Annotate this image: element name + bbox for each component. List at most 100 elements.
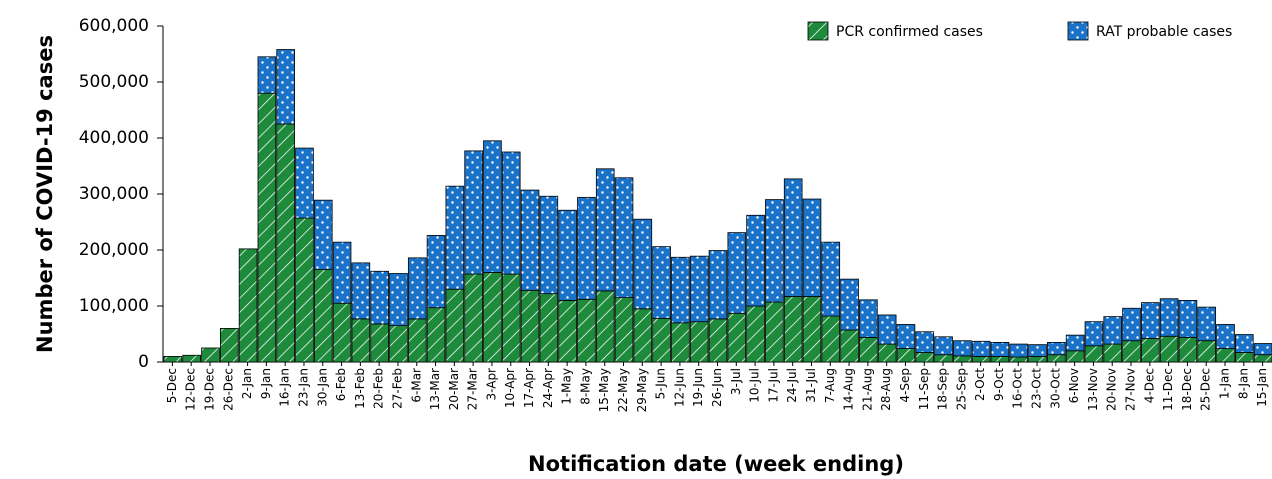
x-tick-label: 11-Dec xyxy=(1161,368,1175,411)
bar-segment xyxy=(539,293,559,363)
x-tick-label: 3-Jul xyxy=(729,368,743,395)
bar-segment xyxy=(257,92,277,363)
x-tick-label: 13-Feb xyxy=(353,368,367,409)
bar-segment xyxy=(1009,343,1029,358)
x-tick-label: 11-Sep xyxy=(917,368,931,410)
bar-segment xyxy=(464,273,483,363)
bar-segment xyxy=(370,270,389,325)
x-tick-label: 13-Nov xyxy=(1086,368,1100,411)
bar-segment xyxy=(1009,356,1029,363)
bar-segment xyxy=(614,177,634,298)
bar-segment xyxy=(520,289,540,363)
bar-segment xyxy=(840,278,859,331)
bar-segment xyxy=(671,322,690,363)
x-tick-label: 6-Feb xyxy=(334,368,348,401)
x-tick-label: 9-Oct xyxy=(992,368,1006,401)
legend-label: RAT probable cases xyxy=(1096,24,1232,40)
bar-segment xyxy=(595,290,615,363)
bar-segment xyxy=(332,302,352,363)
x-axis-title: Notification date (week ending) xyxy=(528,452,904,476)
bar-segment xyxy=(689,321,709,363)
bar-segment xyxy=(276,49,295,125)
x-tick-label: 1-Jan xyxy=(1218,368,1232,399)
bar-segment xyxy=(351,262,371,320)
x-tick-label: 9-Jan xyxy=(259,368,273,399)
bar-segment xyxy=(971,340,991,357)
x-tick-label: 22-May xyxy=(616,368,630,412)
x-tick-label: 16-Jan xyxy=(278,368,292,407)
bar-segment xyxy=(614,297,634,363)
bar-segment xyxy=(389,325,408,363)
bar-segment xyxy=(915,331,935,353)
bar-segment xyxy=(1141,302,1160,339)
x-tick-label: 12-Dec xyxy=(184,368,198,411)
bar-segment xyxy=(520,189,540,291)
bar-segment xyxy=(1178,336,1198,363)
x-tick-label: 20-Feb xyxy=(372,368,386,409)
bar-segment xyxy=(1084,345,1104,363)
bar-segment xyxy=(1103,316,1123,345)
bar-segment xyxy=(238,248,258,363)
bar-segment xyxy=(671,256,690,324)
bar-segment xyxy=(1084,321,1104,347)
bar-segment xyxy=(821,241,841,317)
x-tick-label: 6-Mar xyxy=(409,368,423,403)
bar-segment xyxy=(407,318,427,363)
bar-segment xyxy=(802,198,822,297)
bar-segment xyxy=(445,288,465,363)
x-tick-label: 27-Nov xyxy=(1124,368,1138,411)
bar-segment xyxy=(821,315,841,363)
bar-segment xyxy=(370,323,389,363)
bar-segment xyxy=(1047,341,1066,356)
bar-segment xyxy=(1197,340,1217,363)
bar-segment xyxy=(577,196,596,300)
x-tick-label: 29-May xyxy=(635,368,649,412)
bar-segment xyxy=(877,343,897,363)
y-tick-label: 400,000 xyxy=(79,128,149,148)
y-tick-label: 100,000 xyxy=(79,296,149,316)
x-tick-label: 19-Dec xyxy=(202,368,216,411)
x-tick-label: 2-Oct xyxy=(973,368,987,401)
bar-segment xyxy=(1253,354,1272,363)
y-tick-label: 500,000 xyxy=(79,72,149,92)
x-tick-label: 1-May xyxy=(560,368,574,405)
bar-segment xyxy=(971,355,991,363)
x-tick-label: 4-Sep xyxy=(898,368,912,403)
bar-segment xyxy=(689,255,709,323)
x-tick-label: 17-Apr xyxy=(522,368,536,408)
bar-segment xyxy=(1216,348,1235,363)
bar-segment xyxy=(1103,343,1123,363)
x-tick-label: 8-Jan xyxy=(1236,368,1250,399)
legend-swatch xyxy=(807,21,829,41)
bar-segment xyxy=(219,327,239,363)
x-tick-label: 25-Dec xyxy=(1199,368,1213,411)
x-tick-label: 21-Aug xyxy=(860,368,874,411)
x-tick-label: 13-Mar xyxy=(428,368,442,410)
bar-segment xyxy=(633,218,653,310)
bar-segment xyxy=(1028,344,1047,357)
x-tick-label: 2-Jan xyxy=(240,368,254,399)
x-tick-label: 5-Jun xyxy=(654,368,668,399)
bar-segment xyxy=(1065,350,1085,363)
y-tick-label: 300,000 xyxy=(79,184,149,204)
bar-segment xyxy=(1159,335,1179,363)
y-tick-label: 600,000 xyxy=(79,16,149,36)
x-tick-label: 18-Sep xyxy=(936,368,950,410)
y-tick-label: 200,000 xyxy=(79,240,149,260)
x-tick-label: 31-Jul xyxy=(804,368,818,403)
bar-segment xyxy=(295,217,314,363)
bar-segment xyxy=(483,140,502,273)
bar-segment xyxy=(332,241,352,304)
x-tick-label: 28-Aug xyxy=(879,368,893,411)
bar-segment xyxy=(313,199,333,271)
y-tick-label: 0 xyxy=(138,352,149,372)
x-tick-label: 7-Aug xyxy=(823,368,837,403)
bar-segment xyxy=(802,296,822,363)
bar-segment xyxy=(934,336,953,356)
bar-segment xyxy=(1253,343,1272,356)
bar-segment xyxy=(1216,324,1235,349)
x-tick-label: 10-Jul xyxy=(748,368,762,403)
x-tick-label: 30-Jan xyxy=(315,368,329,407)
bar-segment xyxy=(1235,352,1254,363)
bar-segment xyxy=(1047,354,1066,363)
